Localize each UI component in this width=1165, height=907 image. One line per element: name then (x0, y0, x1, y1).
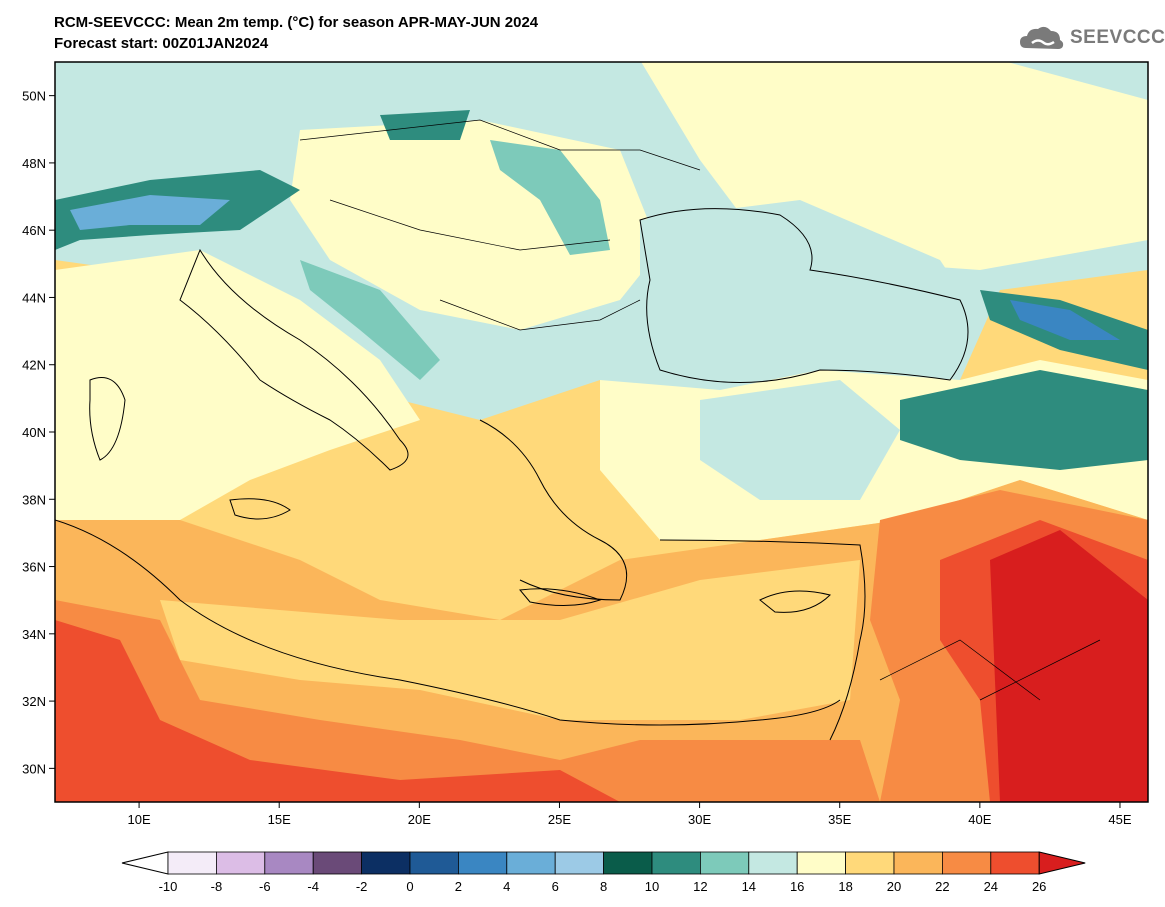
colorbar-label: 16 (790, 879, 804, 894)
colorbar-cell (554, 851, 605, 875)
colorbar-label: 4 (503, 879, 510, 894)
colorbar-cell (264, 851, 314, 875)
colorbar-label: 6 (552, 879, 559, 894)
colorbar-cell (409, 851, 459, 875)
colorbar-cell (506, 851, 556, 875)
region-12-carpathians (490, 140, 610, 255)
sicily-outline (229, 498, 291, 520)
lat-tick-label: 34N (22, 627, 46, 642)
colorbar-over-arrow (1038, 851, 1086, 875)
map-title-line2: Forecast start: 00Z01JAN2024 (54, 35, 269, 52)
region-18-italy (55, 250, 420, 520)
colorbar-cell (312, 851, 363, 875)
colorbar-cell (603, 851, 653, 875)
colorbar-cell (167, 851, 217, 875)
cloud-logo-icon (1020, 26, 1064, 49)
lon-tick-label: 30E (688, 812, 711, 827)
colorbar-cell (893, 851, 943, 875)
region-24-north-africa (55, 600, 880, 802)
colorbar-label: 14 (742, 879, 756, 894)
colorbar-cell (651, 851, 701, 875)
levant-coastline (659, 539, 866, 741)
sardinia-outline (89, 377, 126, 461)
colorbar-label: 10 (645, 879, 659, 894)
colorbar-cell (942, 851, 992, 875)
region-10-eastern-turkey (900, 370, 1148, 470)
region-26-sahara (55, 620, 620, 802)
lat-tick-label: 32N (22, 694, 46, 709)
country-borders (299, 119, 1101, 701)
colorbar-label: 26 (1032, 879, 1046, 894)
lat-tick-label: 40N (22, 425, 46, 440)
colorbar-under-arrow (121, 851, 169, 875)
black-sea-coastline (639, 208, 969, 383)
lat-tick-label: 44N (22, 290, 46, 305)
region-10-tatra (380, 110, 470, 140)
north-africa-coastline (55, 519, 841, 726)
lon-tick-label: 35E (828, 812, 851, 827)
lon-tick-label: 15E (268, 812, 291, 827)
colorbar-label: 20 (887, 879, 901, 894)
lat-tick-label: 46N (22, 223, 46, 238)
colorbar-cell (748, 851, 798, 875)
colorbar-cell (796, 851, 847, 875)
cyprus-outline (759, 590, 831, 613)
region-16-blacksea (640, 200, 980, 390)
lat-tick-label: 38N (22, 492, 46, 507)
colorbar-label: -4 (307, 879, 319, 894)
greece-coastline (479, 419, 628, 601)
colorbar-cell (361, 851, 411, 875)
lat-tick-label: 36N (22, 560, 46, 575)
lon-tick-label: 10E (128, 812, 151, 827)
colorbar-label: -10 (159, 879, 178, 894)
crete-outline (519, 588, 602, 607)
region-over-26-iraq (990, 530, 1148, 802)
italy-coastline (179, 248, 409, 471)
lat-tick-label: 42N (22, 358, 46, 373)
colorbar-cell (215, 851, 266, 875)
longitude-axis: 10E 15E 20E 25E 30E 35E 40E 45E (128, 802, 1132, 827)
logo-text: SEEVCCC (1070, 27, 1165, 48)
colorbar-label: 0 (406, 879, 413, 894)
region-12-dinaric (300, 260, 440, 380)
colorbar-cell (845, 851, 895, 875)
colorbar-label: -2 (356, 879, 368, 894)
region-14-anatolia (700, 380, 900, 500)
lon-tick-label: 20E (408, 812, 431, 827)
colorbar-label: 18 (838, 879, 852, 894)
lon-tick-label: 45E (1108, 812, 1131, 827)
colorbar-label: 24 (984, 879, 998, 894)
region-20-libyan-sea (160, 560, 860, 720)
lon-tick-label: 25E (548, 812, 571, 827)
colorbar-label: 12 (693, 879, 707, 894)
colorbar-cell (457, 851, 508, 875)
region-4-caucasus (1010, 300, 1120, 340)
lon-tick-label: 40E (968, 812, 991, 827)
latitude-axis: 50N 48N 46N 44N 42N 40N 38N 36N 34N 32N 30N (22, 89, 55, 776)
colorbar-label: -6 (259, 879, 271, 894)
lat-tick-label: 30N (22, 761, 46, 776)
lat-tick-label: 50N (22, 89, 46, 104)
region-6-alps (70, 195, 230, 230)
colorbar-label: 8 (600, 879, 607, 894)
colorbar-label: -8 (211, 879, 223, 894)
colorbar-cell (700, 851, 750, 875)
colorbar-cell (990, 851, 1040, 875)
lat-tick-label: 48N (22, 156, 46, 171)
map-title-line1: RCM-SEEVCCC: Mean 2m temp. (°C) for seas… (54, 14, 539, 31)
colorbar-label: 22 (935, 879, 949, 894)
colorbar-label: 2 (455, 879, 462, 894)
